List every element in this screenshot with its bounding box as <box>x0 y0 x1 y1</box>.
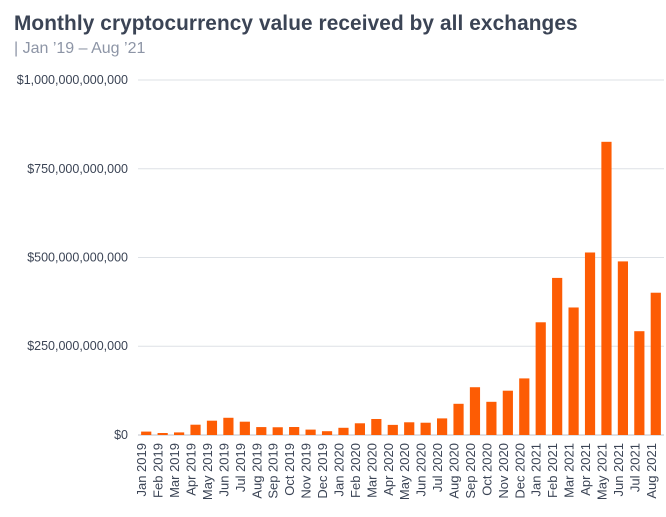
svg-text:Nov 2020: Nov 2020 <box>496 443 511 499</box>
svg-text:Apr 2019: Apr 2019 <box>184 443 199 496</box>
svg-text:Sep 2020: Sep 2020 <box>463 443 478 499</box>
svg-text:Jul 2020: Jul 2020 <box>430 443 445 492</box>
svg-text:Nov 2019: Nov 2019 <box>299 443 314 499</box>
svg-text:Aug 2021: Aug 2021 <box>644 443 659 499</box>
svg-text:Jan 2020: Jan 2020 <box>332 443 347 497</box>
svg-text:Jul 2019: Jul 2019 <box>233 443 248 492</box>
svg-text:Aug 2019: Aug 2019 <box>249 443 264 499</box>
svg-text:Mar 2020: Mar 2020 <box>364 443 379 498</box>
svg-text:$250,000,000,000: $250,000,000,000 <box>27 339 128 353</box>
svg-text:Apr 2020: Apr 2020 <box>381 443 396 496</box>
svg-text:$1,000,000,000,000: $1,000,000,000,000 <box>17 73 128 87</box>
svg-text:May 2021: May 2021 <box>595 443 610 500</box>
svg-text:Aug 2020: Aug 2020 <box>447 443 462 499</box>
svg-text:Mar 2021: Mar 2021 <box>562 443 577 498</box>
svg-text:Jun 2019: Jun 2019 <box>216 443 231 497</box>
svg-text:Feb 2021: Feb 2021 <box>545 443 560 498</box>
svg-text:Jun 2021: Jun 2021 <box>611 443 626 497</box>
svg-text:Feb 2019: Feb 2019 <box>151 443 166 498</box>
svg-text:$0: $0 <box>114 428 128 442</box>
svg-text:Jan 2021: Jan 2021 <box>529 443 544 497</box>
svg-text:Mar 2019: Mar 2019 <box>167 443 182 498</box>
svg-text:Feb 2020: Feb 2020 <box>348 443 363 498</box>
svg-text:$500,000,000,000: $500,000,000,000 <box>27 251 128 265</box>
svg-text:Oct 2020: Oct 2020 <box>479 443 494 496</box>
svg-text:May 2019: May 2019 <box>200 443 215 500</box>
svg-text:Dec 2019: Dec 2019 <box>315 443 330 499</box>
svg-text:Sep 2019: Sep 2019 <box>266 443 281 499</box>
svg-text:May 2020: May 2020 <box>397 443 412 500</box>
svg-text:$750,000,000,000: $750,000,000,000 <box>27 162 128 176</box>
svg-text:Oct 2019: Oct 2019 <box>282 443 297 496</box>
svg-text:Dec 2020: Dec 2020 <box>512 443 527 499</box>
svg-text:Jan 2019: Jan 2019 <box>134 443 149 497</box>
svg-text:Apr 2021: Apr 2021 <box>578 443 593 496</box>
svg-text:Jul 2021: Jul 2021 <box>627 443 642 492</box>
svg-text:Jun 2020: Jun 2020 <box>414 443 429 497</box>
